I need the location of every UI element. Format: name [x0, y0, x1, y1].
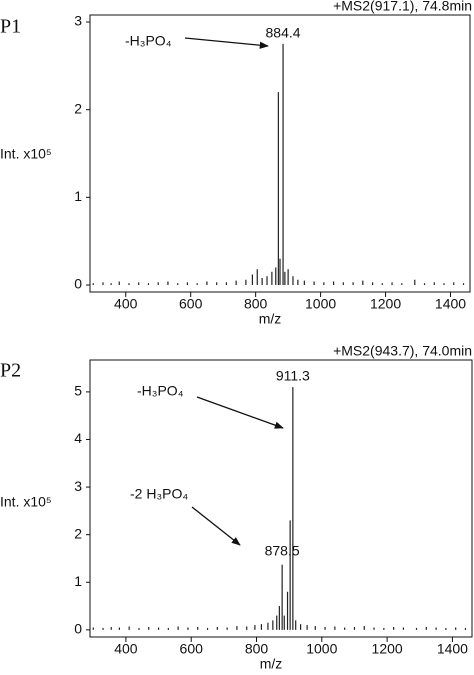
peak-label: 878.5	[265, 543, 300, 559]
annotation-arrow	[191, 506, 241, 546]
x-tick-label: 1200	[370, 296, 401, 312]
annotation: -2 H₃PO₄	[130, 486, 188, 502]
x-tick-label: 1400	[435, 296, 466, 312]
x-tick-label: 600	[180, 641, 204, 657]
x-tick-label: 600	[179, 296, 203, 312]
plot-frame	[89, 359, 473, 638]
x-tick-label: 1400	[437, 641, 468, 657]
panel-label: P1	[0, 16, 21, 38]
x-tick-label: 1000	[306, 641, 337, 657]
y-tick-label: 2	[74, 100, 82, 116]
x-tick-label: 1200	[372, 641, 403, 657]
y-tick-label: 1	[74, 573, 82, 589]
x-tick-label: 800	[245, 641, 269, 657]
x-tick-label: 800	[244, 296, 268, 312]
y-tick-label: 0	[74, 276, 82, 292]
x-tick-label: 400	[114, 641, 138, 657]
y-tick-label: 5	[74, 383, 82, 399]
x-tick-label: 1000	[305, 296, 336, 312]
annotation-arrow	[196, 396, 284, 429]
y-tick-label: 3	[74, 478, 82, 494]
x-axis-label: m/z	[260, 656, 283, 672]
y-tick-label: 0	[74, 621, 82, 637]
y-axis-label: Int. x10⁵	[0, 146, 52, 162]
x-axis-label: m/z	[259, 311, 282, 327]
y-axis-label: Int. x10⁵	[0, 494, 52, 510]
y-tick-label: 3	[74, 13, 82, 29]
x-tick-label: 400	[114, 296, 138, 312]
y-tick-label: 4	[74, 430, 82, 446]
panel-header: +MS2(917.1), 74.8min	[333, 0, 472, 14]
panel-label: P2	[0, 360, 21, 382]
annotation: -H₃PO₄	[137, 383, 184, 399]
plot-frame	[89, 14, 471, 293]
annotation: -H₃PO₄	[125, 33, 172, 49]
peak-label: 884.4	[266, 25, 301, 41]
y-tick-label: 1	[74, 188, 82, 204]
y-tick-label: 2	[74, 525, 82, 541]
peak-label: 911.3	[276, 368, 310, 384]
panel-header: +MS2(943.7), 74.0min	[333, 343, 472, 359]
annotation-arrow	[184, 37, 269, 49]
